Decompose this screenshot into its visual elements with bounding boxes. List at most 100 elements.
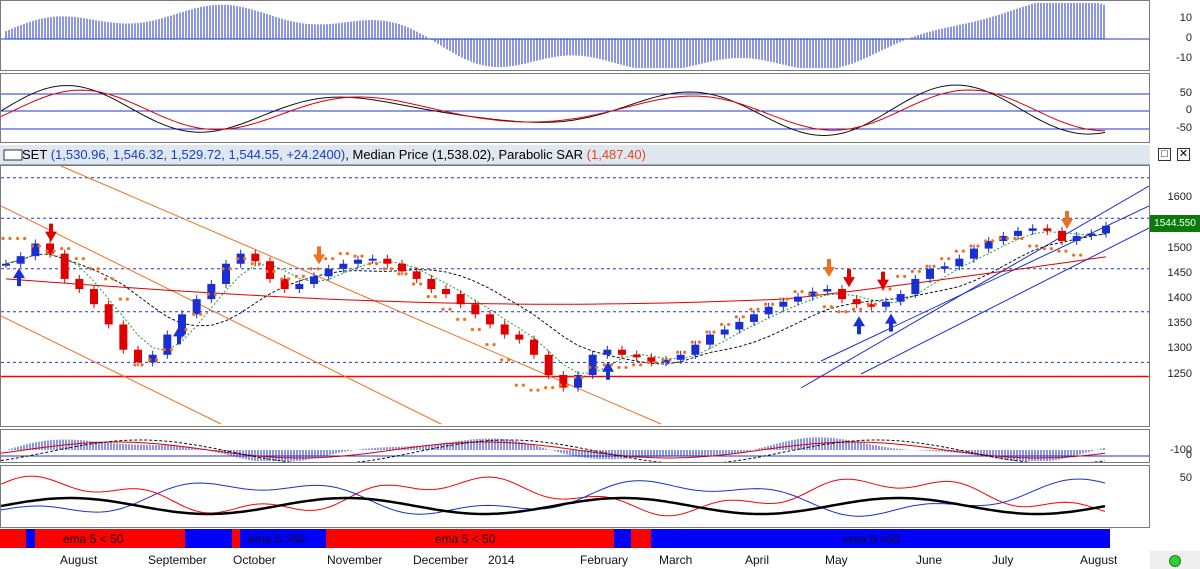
sar-dot (67, 246, 71, 251)
ema-label: ema 5 >50 (248, 532, 306, 546)
macd-axis: 0 (1150, 429, 1200, 463)
header-text: SET (1,530.96, 1,546.32, 1,529.72, 1,544… (22, 147, 646, 162)
ma-short-line (5, 230, 1107, 374)
sar-dot (213, 292, 217, 296)
sar-dot (617, 365, 621, 370)
axis-tick: 1600 (1167, 191, 1192, 203)
macd-line (0, 439, 1106, 465)
candle-body (383, 258, 392, 264)
month-label: May (825, 553, 848, 567)
candle-body (808, 291, 817, 297)
sar-dot (1013, 236, 1017, 241)
sell-arrow (877, 271, 889, 290)
sar-dot (800, 289, 804, 294)
trend-channel-line (860, 227, 1150, 375)
buy-arrow (602, 361, 614, 380)
candle-body (1043, 228, 1052, 231)
candle-body (999, 235, 1008, 241)
sar-dot (37, 244, 41, 248)
sar-dot (81, 257, 85, 261)
maximize-button[interactable]: □ (1158, 148, 1171, 161)
sar-dot (785, 297, 789, 301)
ema-segment (35, 529, 185, 548)
candle-body (207, 283, 216, 300)
candle-body (544, 354, 553, 375)
sar-dot (331, 257, 335, 261)
chart-header: SET (1,530.96, 1,546.32, 1,529.72, 1,544… (0, 145, 1150, 165)
candle-body (148, 354, 157, 363)
candle-body (940, 266, 949, 269)
ema-segment (0, 529, 26, 548)
sar-dot (558, 383, 562, 387)
ohlc-values: (1,530.96, 1,546.32, 1,529.72, 1,544.55,… (50, 147, 346, 162)
sar-dot (829, 305, 833, 309)
axis-tick: 10 (1179, 12, 1192, 24)
ma-line (5, 233, 1107, 365)
sell-arrow (313, 246, 325, 265)
sar-dot (265, 269, 269, 273)
sar-dot (23, 236, 27, 241)
sar-dot (734, 315, 738, 319)
candle-body (324, 268, 333, 277)
sar-dot (500, 358, 504, 362)
sar-dot (771, 302, 775, 306)
sar-dot (52, 249, 56, 253)
candle-body (1028, 228, 1037, 231)
buy-arrow (885, 313, 897, 332)
sar-dot (521, 383, 525, 387)
last-price-box: 1544.550 (1150, 215, 1200, 232)
candle-body (515, 334, 524, 340)
median-value: (1,538.02) (431, 147, 492, 162)
sar-dot (162, 348, 166, 352)
dmi-minus-line (0, 475, 1106, 517)
candle-body (794, 296, 802, 302)
buy-arrow (173, 326, 185, 345)
ema-label: ema 5 >50 (843, 532, 901, 546)
sar-dot (353, 254, 357, 258)
sar-dot (595, 365, 599, 370)
sar-dot (720, 322, 724, 327)
month-label: September (148, 553, 207, 567)
ema-segment (614, 529, 631, 548)
axis-tick: 50 (1179, 472, 1192, 484)
ema-segment (240, 529, 326, 548)
month-label: April (745, 553, 770, 567)
sar-dot (998, 236, 1002, 241)
sar-dot (815, 292, 819, 296)
sar-dot (910, 269, 914, 273)
sar-dot (683, 350, 687, 354)
sar-dot (852, 307, 856, 311)
buy-arrow (13, 268, 25, 287)
sar-dot (404, 272, 408, 276)
close-button[interactable]: ✕ (1177, 148, 1190, 161)
sar-dot (984, 239, 988, 243)
candle-body (1102, 225, 1110, 234)
sar-dot (565, 383, 569, 387)
macd-signal-line (0, 441, 1106, 459)
sar-dot (74, 257, 78, 261)
sar-dot (309, 267, 313, 271)
sar-dot (104, 277, 108, 281)
candle-body (706, 334, 714, 345)
candle-body (236, 253, 245, 264)
candle-body (16, 256, 25, 264)
sar-dot (184, 327, 188, 332)
sar-dot (228, 267, 232, 271)
dmi-axis: 50 (1150, 465, 1200, 528)
buy-arrow (853, 316, 865, 335)
sar-dot (646, 360, 650, 364)
sar-dot (609, 363, 613, 367)
ema-long-line (5, 256, 1107, 305)
candle-body (134, 349, 142, 363)
chart-type-icon[interactable] (3, 148, 25, 162)
candle-body (31, 243, 40, 257)
axis-tick: 0 (1185, 449, 1192, 461)
sell-arrow (45, 223, 57, 242)
sar-dot (991, 239, 995, 243)
candle-body (412, 271, 421, 279)
sar-dot (896, 274, 900, 278)
sar-dot (148, 358, 152, 362)
candle-body (295, 283, 304, 290)
sar-dot (756, 307, 760, 311)
candle-body (90, 289, 98, 305)
